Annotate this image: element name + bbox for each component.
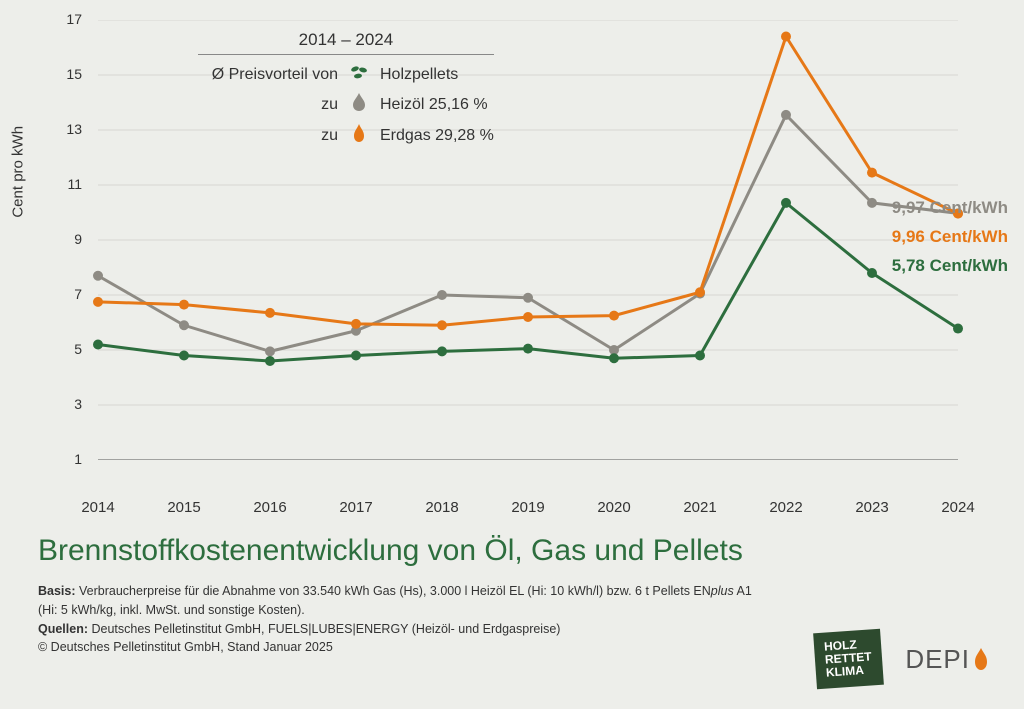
flame-icon (972, 647, 990, 671)
y-tick-label: 3 (58, 396, 82, 412)
legend-row: Ø Preisvorteil von Holzpellets (198, 63, 494, 86)
y-tick-label: 7 (58, 286, 82, 302)
x-tick-label: 2022 (761, 499, 811, 516)
legend-label: Holzpellets (380, 66, 458, 84)
pellets-icon (348, 63, 370, 86)
x-tick-label: 2024 (933, 499, 983, 516)
basis-plus: plus (711, 584, 734, 598)
legend-row: zu Heizöl 25,16 % (198, 92, 494, 117)
basis-label: Basis: (38, 584, 76, 598)
x-tick-label: 2023 (847, 499, 897, 516)
logos: HOLZ RETTET KLIMA DEPI (815, 631, 990, 687)
x-tick-label: 2014 (73, 499, 123, 516)
x-tick-label: 2016 (245, 499, 295, 516)
chart-title: Brennstoffkostenentwicklung von Öl, Gas … (38, 534, 994, 568)
flame-icon (348, 123, 370, 148)
y-tick-label: 9 (58, 231, 82, 247)
series-end-label: 9,96 Cent/kWh (892, 227, 1008, 247)
x-tick-label: 2019 (503, 499, 553, 516)
y-tick-label: 1 (58, 451, 82, 467)
legend-label: Erdgas 29,28 % (380, 127, 494, 145)
depi-logo: DEPI (905, 644, 990, 675)
legend-pre: zu (198, 127, 338, 145)
basis-text: Verbraucherpreise für die Abnahme von 33… (79, 584, 711, 598)
y-tick-label: 11 (58, 176, 82, 192)
copyright: © Deutsches Pelletinstitut GmbH, Stand J… (38, 640, 333, 654)
legend-row: zu Erdgas 29,28 % (198, 123, 494, 148)
y-tick-label: 5 (58, 341, 82, 357)
y-tick-label: 17 (58, 11, 82, 27)
series-end-label: 5,78 Cent/kWh (892, 256, 1008, 276)
quellen-text: Deutsches Pelletinstitut GmbH, FUELS|LUB… (92, 622, 561, 636)
legend-box: 2014 – 2024 Ø Preisvorteil von Holzpellet… (198, 30, 494, 154)
y-tick-label: 15 (58, 66, 82, 82)
y-axis-label: Cent pro kWh (10, 126, 27, 218)
quellen-label: Quellen: (38, 622, 88, 636)
x-tick-label: 2020 (589, 499, 639, 516)
x-tick-label: 2021 (675, 499, 725, 516)
drop-icon (348, 92, 370, 117)
legend-pre: zu (198, 96, 338, 114)
legend-pre: Ø Preisvorteil von (198, 66, 338, 84)
legend-period: 2014 – 2024 (198, 30, 494, 55)
x-tick-label: 2018 (417, 499, 467, 516)
holz-rettet-klima-logo: HOLZ RETTET KLIMA (813, 629, 883, 689)
legend-label: Heizöl 25,16 % (380, 96, 488, 114)
x-tick-label: 2017 (331, 499, 381, 516)
x-tick-label: 2015 (159, 499, 209, 516)
y-tick-label: 13 (58, 121, 82, 137)
footer-text: Basis: Verbraucherpreise für die Abnahme… (38, 582, 758, 657)
chart-area: Cent pro kWh 1357911131517 2014201520162… (38, 20, 998, 490)
series-end-label: 9,97 Cent/kWh (892, 198, 1008, 218)
